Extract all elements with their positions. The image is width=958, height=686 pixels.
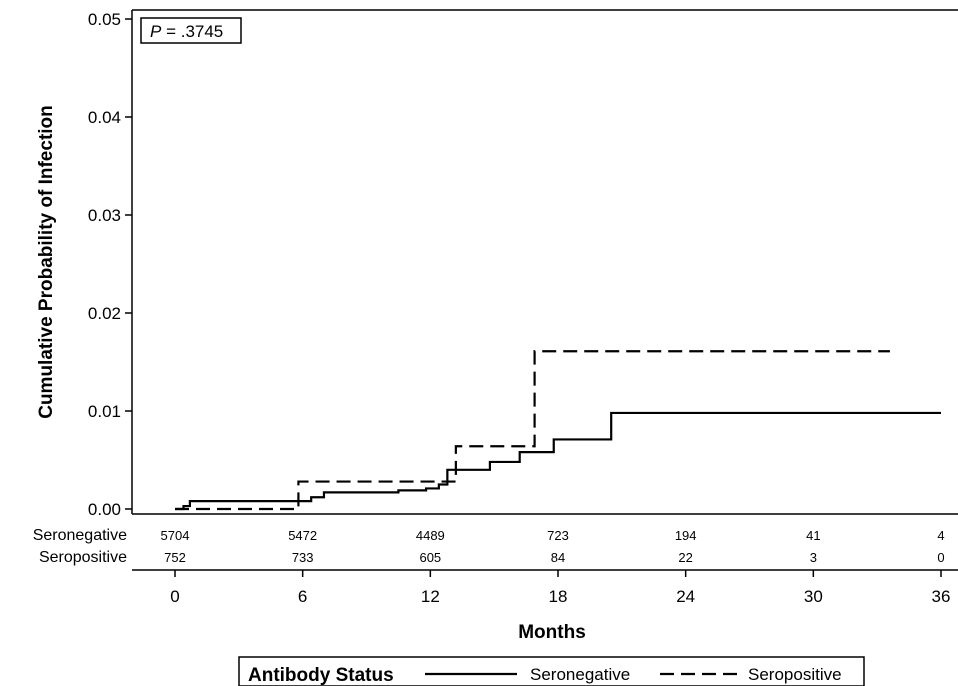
at-risk-table: Seronegative 5704 5472 4489 723 194 41 4 Seropos… (33, 527, 945, 566)
y-tick-label: 0.03 (88, 206, 121, 225)
at-risk-value: 4 (937, 528, 944, 543)
x-tick-label: 6 (298, 587, 307, 606)
at-risk-value: 194 (675, 528, 697, 543)
series-lines (175, 350, 941, 511)
y-tick-label: 0.02 (88, 304, 121, 323)
at-risk-value: 4489 (416, 528, 445, 543)
y-tick-label: 0.00 (88, 500, 121, 519)
legend-label-seropositive: Seropositive (748, 665, 842, 684)
legend-box (238, 656, 865, 686)
p-value-annotation: P = .3745 (140, 17, 242, 44)
at-risk-value: 5704 (161, 528, 190, 543)
legend-title: Antibody Status (248, 665, 394, 686)
at-risk-value: 22 (678, 550, 692, 565)
at-risk-value: 733 (292, 550, 314, 565)
at-risk-value: 5472 (288, 528, 317, 543)
y-tick-label: 0.04 (88, 108, 121, 127)
y-tick-label: 0.01 (88, 402, 121, 421)
x-tick-label: 36 (932, 587, 951, 606)
x-axis-label: Months (518, 622, 586, 643)
x-tick-label: 0 (170, 587, 179, 606)
y-axis: 0.00 0.01 0.02 0.03 0.04 0.05 (88, 10, 132, 519)
series-line-seronegative (175, 411, 941, 511)
x-tick-label: 18 (549, 587, 568, 606)
at-risk-value: 723 (547, 528, 569, 543)
series-line-seropositive (175, 350, 890, 511)
x-tick-label: 30 (804, 587, 823, 606)
y-tick-label: 0.05 (88, 10, 121, 29)
at-risk-label-seropositive: Seropositive (39, 549, 127, 566)
x-tick-label: 12 (421, 587, 440, 606)
at-risk-value: 3 (810, 550, 817, 565)
x-tick-label: 24 (676, 587, 695, 606)
p-value-text: P = .3745 (150, 22, 223, 41)
at-risk-label-seronegative: Seronegative (33, 527, 127, 544)
at-risk-value: 41 (806, 528, 820, 543)
p-value-box (140, 17, 242, 44)
legend-label-seronegative: Seronegative (530, 665, 630, 684)
at-risk-value: 0 (937, 550, 944, 565)
x-axis: 0 6 12 18 24 30 36 (132, 569, 958, 606)
y-axis-label: Cumulative Probability of Infection (36, 105, 57, 419)
plot-area (131, 9, 958, 515)
at-risk-value: 84 (551, 550, 565, 565)
at-risk-value: 752 (164, 550, 186, 565)
legend: Antibody Status Seronegative Seropositiv… (238, 656, 865, 686)
at-risk-value: 605 (419, 550, 441, 565)
